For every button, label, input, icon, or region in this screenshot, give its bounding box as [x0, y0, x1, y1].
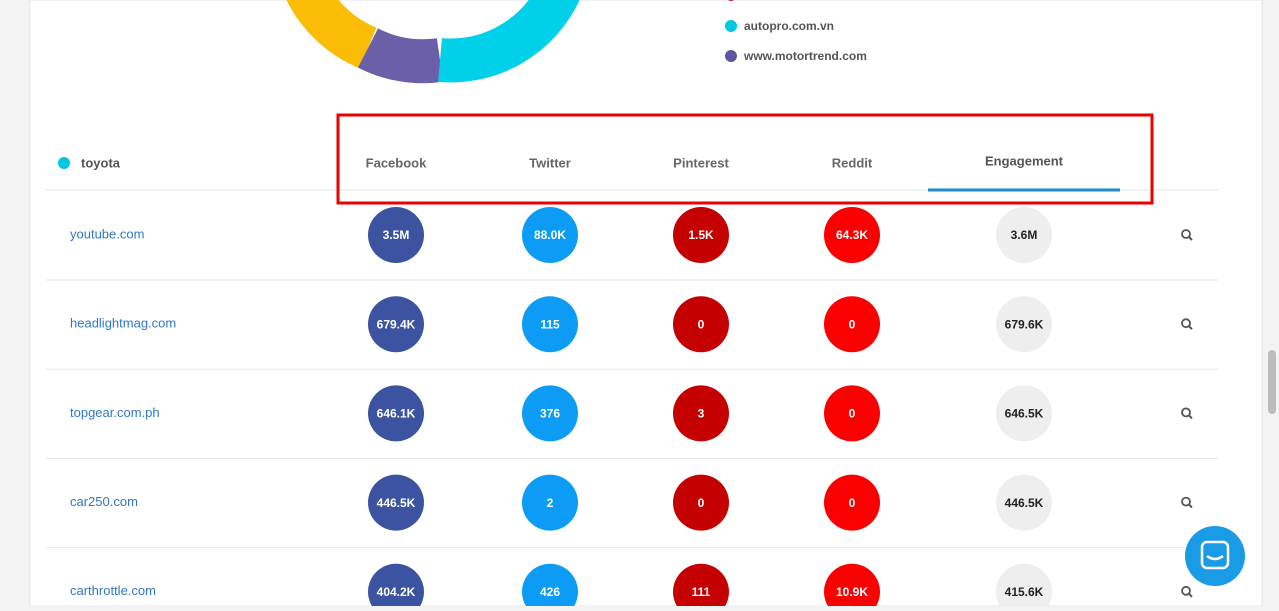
metric-value: 115	[540, 317, 560, 331]
legend-dot	[725, 50, 737, 62]
column-tab[interactable]: Pinterest	[673, 155, 729, 170]
search-icon[interactable]	[1181, 496, 1191, 507]
metric-value: 446.5K	[377, 496, 416, 510]
metric-value: 0	[849, 407, 856, 421]
legend-label: autopro.com.vn	[744, 19, 834, 33]
metric-value: 3.5M	[383, 228, 410, 242]
metric-value: 2	[547, 496, 554, 510]
metric-badge	[522, 474, 578, 531]
metric-badge	[673, 563, 729, 611]
domain-link[interactable]: youtube.com	[70, 226, 144, 241]
search-icon[interactable]	[1181, 585, 1191, 596]
column-tab[interactable]: Twitter	[529, 155, 571, 170]
donut	[286, 0, 580, 84]
highlight-box	[336, 113, 1154, 205]
domain-link[interactable]: headlightmag.com	[70, 316, 176, 331]
domain-link[interactable]: topgear.com.ph	[70, 405, 160, 420]
metric-badge	[824, 296, 880, 353]
domain-link[interactable]: car250.com	[70, 494, 138, 509]
scrollbar[interactable]	[1268, 350, 1276, 414]
metric-badge	[824, 385, 880, 442]
metric-badge	[673, 474, 729, 531]
metric-value: 679.4K	[377, 317, 416, 331]
metric-value: 10.9K	[836, 585, 868, 599]
metric-badge	[673, 385, 729, 442]
brand-label: toyota	[81, 155, 121, 170]
metric-value: 0	[698, 317, 705, 331]
metric-value: 64.3K	[836, 228, 868, 242]
metric-badge	[996, 385, 1052, 442]
search-icon-handle	[1188, 325, 1193, 330]
metric-badge	[368, 474, 424, 531]
legend-label: www.motortrend.com	[743, 49, 867, 63]
metric-badge	[368, 385, 424, 442]
brand-dot	[58, 157, 70, 169]
metric-value: 426	[540, 585, 560, 599]
metric-badge	[996, 296, 1052, 353]
metric-value: 646.5K	[1005, 407, 1044, 421]
metric-value: 404.2K	[377, 585, 416, 599]
metric-badge	[522, 296, 578, 353]
metric-value: 376	[540, 407, 560, 421]
metric-value: 679.6K	[1005, 317, 1044, 331]
search-icon-handle	[1188, 414, 1193, 420]
metric-badge	[368, 207, 424, 263]
metric-badge	[368, 563, 424, 611]
metric-badge	[824, 563, 880, 611]
metric-badge	[996, 474, 1052, 531]
metric-badge	[522, 563, 578, 611]
metric-value: 88.0K	[534, 228, 566, 242]
metric-badge	[522, 385, 578, 442]
metric-value: 0	[849, 496, 856, 510]
metric-value: 1.5K	[688, 228, 714, 242]
column-tab[interactable]: Engagement	[985, 153, 1064, 168]
search-icon-handle	[1188, 236, 1193, 241]
search-icon-handle	[1188, 503, 1193, 509]
column-tab[interactable]: Facebook	[366, 155, 427, 170]
domain-link[interactable]: carthrottle.com	[70, 583, 156, 598]
metric-badge	[368, 296, 424, 353]
metric-value: 0	[698, 496, 705, 510]
search-icon[interactable]	[1181, 229, 1191, 239]
search-icon[interactable]	[1181, 407, 1191, 418]
metric-badge	[996, 207, 1052, 263]
metric-value: 646.1K	[377, 407, 416, 421]
chat-button[interactable]	[1185, 526, 1245, 586]
search-icon-handle	[1188, 593, 1193, 598]
metric-badge	[824, 474, 880, 531]
metric-value: 0	[849, 317, 856, 331]
panel	[29, 0, 1263, 607]
metric-value: 3	[698, 407, 705, 421]
metric-value: 446.5K	[1005, 496, 1044, 510]
metric-badge	[673, 207, 729, 263]
search-icon[interactable]	[1181, 318, 1191, 329]
metric-badge	[996, 563, 1052, 611]
legend-dot	[725, 20, 737, 32]
metric-value: 415.6K	[1005, 585, 1044, 599]
column-tab[interactable]: Reddit	[832, 155, 873, 170]
metric-badge	[673, 296, 729, 353]
legend-dot	[728, 0, 734, 1]
metric-badge	[522, 207, 578, 263]
metric-value: 3.6M	[1011, 228, 1038, 242]
metric-badge	[824, 207, 880, 263]
metric-value: 111	[692, 585, 711, 599]
